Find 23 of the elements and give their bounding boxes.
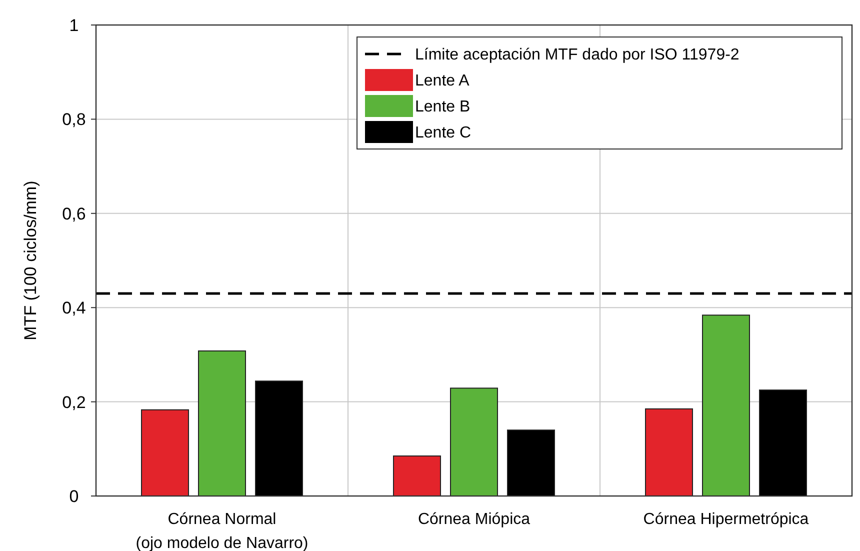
y-tick-label: 0,6: [62, 204, 86, 224]
y-tick-label: 0,8: [62, 110, 86, 130]
y-axis-title: MTF (100 ciclos/mm): [21, 180, 40, 340]
x-tick-label: Córnea Normal (ojo modelo de Navarro): [136, 511, 308, 551]
y-tick-label: 0: [69, 486, 79, 506]
bar: [255, 380, 303, 496]
x-tick-label: Córnea Miópica: [418, 511, 530, 528]
bar: [702, 314, 750, 496]
bar: [645, 408, 693, 496]
legend-label: Límite aceptación MTF dado por ISO 11979-2: [415, 46, 740, 64]
legend-label: Lente C: [415, 124, 472, 142]
x-tick-label: Córnea Hipermetrópica: [643, 511, 809, 528]
y-tick-label: 0,4: [62, 298, 86, 318]
y-tick-label: 1: [69, 16, 79, 35]
bar: [198, 350, 246, 496]
bar: [450, 388, 498, 496]
bar: [759, 390, 807, 496]
bar: [393, 455, 441, 496]
bar: [507, 430, 555, 496]
legend-label: Lente A: [415, 72, 470, 90]
legend-label: Lente B: [415, 98, 470, 116]
y-tick-label: 0,2: [62, 392, 86, 412]
bar: [141, 409, 189, 496]
